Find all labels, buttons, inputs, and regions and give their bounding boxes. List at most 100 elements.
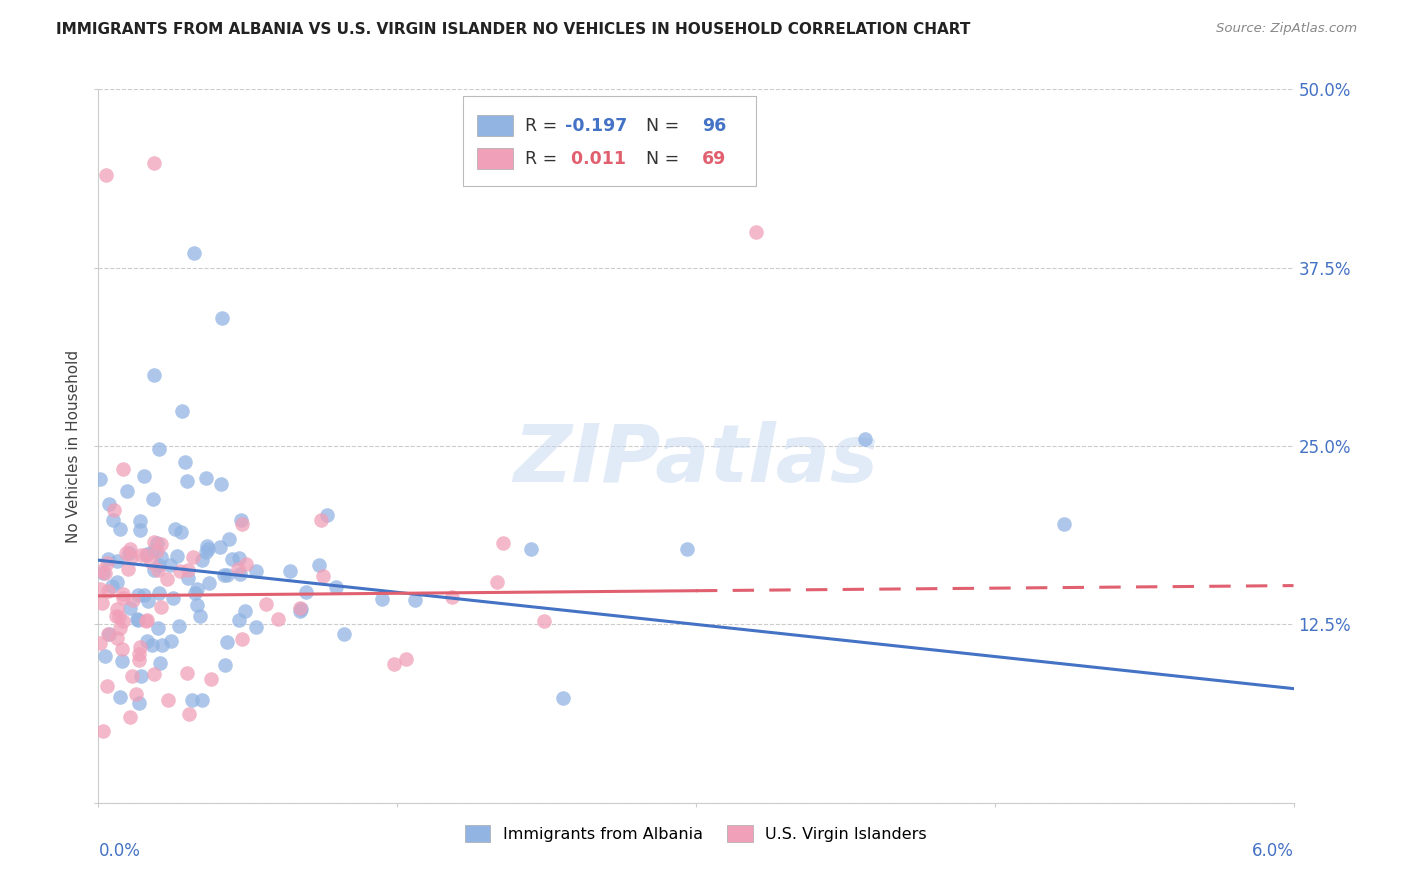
Point [129, 549, 152, 563]
Point [170, 525, 193, 540]
Point [163, 522, 186, 536]
Point [150, 638, 173, 652]
Point [111, 461, 134, 475]
Point [290, 604, 312, 618]
Point [245, 620, 267, 634]
Point [278, 564, 301, 578]
Point [96, 556, 118, 570]
Point [254, 597, 277, 611]
Point [108, 690, 131, 704]
Point [98, 627, 121, 641]
Point [184, 586, 207, 600]
Point [208, 540, 231, 554]
Point [127, 588, 149, 602]
Point [200, 672, 222, 686]
Point [146, 544, 169, 558]
Text: Source: ZipAtlas.com: Source: ZipAtlas.com [1216, 22, 1357, 36]
Point [177, 562, 200, 576]
Point [177, 707, 200, 722]
Point [235, 557, 257, 571]
Point [311, 513, 333, 527]
Point [148, 558, 170, 572]
Point [135, 615, 157, 629]
Point [115, 546, 138, 560]
Point [108, 621, 131, 635]
Point [105, 554, 128, 568]
Point [134, 588, 156, 602]
Point [89, 582, 111, 597]
Point [217, 568, 239, 582]
Point [156, 572, 179, 586]
Point [180, 693, 202, 707]
Point [228, 551, 250, 566]
Point [101, 513, 124, 527]
Point [94, 648, 117, 663]
Point [129, 640, 152, 655]
Point [231, 512, 253, 526]
Point [159, 633, 181, 648]
Point [394, 652, 416, 666]
Point [183, 246, 205, 260]
Point [111, 654, 134, 668]
Point [97, 627, 120, 641]
Point [226, 562, 249, 576]
Point [218, 532, 240, 546]
Point [1053, 517, 1076, 532]
Point [186, 598, 208, 612]
Text: IMMIGRANTS FROM ALBANIA VS U.S. VIRGIN ISLANDER NO VEHICLES IN HOUSEHOLD CORRELA: IMMIGRANTS FROM ALBANIA VS U.S. VIRGIN I… [56, 22, 970, 37]
Point [105, 608, 128, 623]
Point [90, 564, 112, 578]
Point [146, 621, 169, 635]
Point [96, 679, 118, 693]
Point [136, 594, 159, 608]
Point [209, 477, 232, 491]
Point [148, 442, 170, 457]
Point [211, 310, 233, 325]
Point [135, 548, 157, 562]
Point [166, 549, 188, 563]
Point [533, 614, 555, 628]
Point [129, 523, 152, 537]
Bar [463, 96, 756, 186]
Point [676, 541, 699, 556]
Point [191, 553, 214, 567]
Text: ZIPatlas: ZIPatlas [513, 421, 879, 500]
Point [231, 632, 253, 646]
Text: N =: N = [636, 150, 685, 168]
Point [149, 537, 172, 551]
Point [91, 723, 114, 738]
Point [197, 576, 219, 591]
Point [111, 591, 134, 605]
Point [315, 508, 337, 523]
Point [853, 432, 876, 446]
Point [173, 455, 195, 469]
Point [195, 539, 218, 553]
Point [134, 468, 156, 483]
Point [290, 601, 312, 615]
Point [142, 491, 165, 506]
Point [176, 666, 198, 681]
Point [492, 536, 515, 550]
Point [486, 574, 509, 589]
Point [143, 368, 166, 382]
Point [191, 693, 214, 707]
Y-axis label: No Vehicles in Household: No Vehicles in Household [66, 350, 82, 542]
Point [97, 552, 120, 566]
Point [91, 566, 114, 580]
Point [127, 613, 149, 627]
Point [117, 562, 139, 576]
Point [745, 225, 768, 239]
Point [149, 657, 172, 671]
Point [146, 564, 169, 578]
Point [214, 658, 236, 673]
Point [135, 614, 157, 628]
Point [135, 547, 157, 561]
Bar [477, 148, 513, 169]
Point [228, 613, 250, 627]
Point [404, 593, 426, 607]
Point [118, 546, 141, 560]
Point [128, 653, 150, 667]
Point [212, 568, 235, 582]
Point [295, 585, 318, 599]
Point [149, 599, 172, 614]
